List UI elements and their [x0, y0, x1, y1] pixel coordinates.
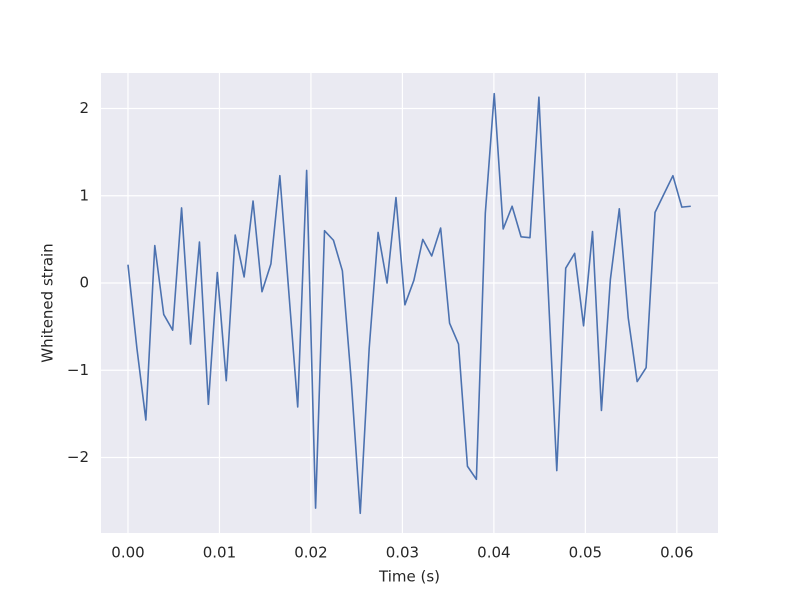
plot-area: [101, 73, 718, 533]
x-tick-label: 0.05: [569, 544, 602, 562]
y-tick-label: 2: [79, 99, 89, 117]
x-tick-label: 0.06: [660, 544, 693, 562]
y-tick-label: −1: [67, 361, 89, 379]
x-tick-label: 0.04: [477, 544, 510, 562]
x-axis-label: Time (s): [378, 568, 440, 586]
y-tick-label: 1: [79, 186, 89, 204]
y-tick-label: −2: [67, 448, 89, 466]
y-tick-label: 0: [79, 274, 89, 292]
data-line: [127, 92, 691, 515]
x-tick-label: 0.01: [203, 544, 236, 562]
y-axis-label: Whitened strain: [39, 243, 57, 362]
x-tick-label: 0.03: [386, 544, 419, 562]
x-tick-label: 0.00: [111, 544, 144, 562]
x-tick-label: 0.02: [294, 544, 327, 562]
